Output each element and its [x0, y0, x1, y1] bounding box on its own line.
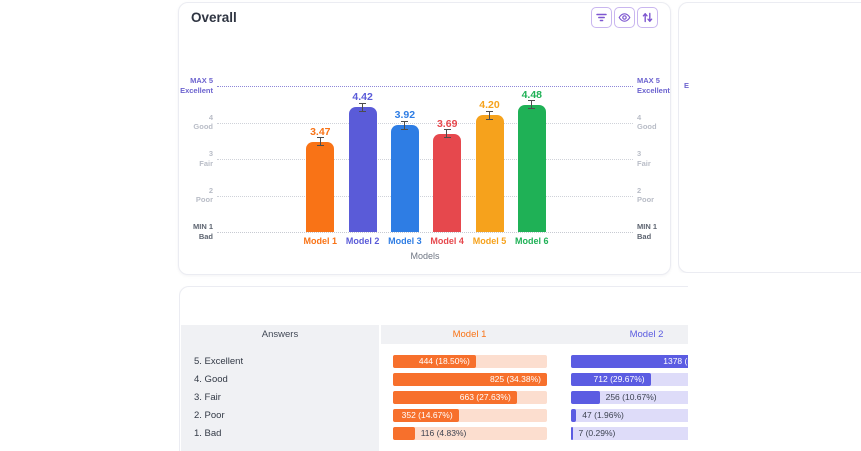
next-card-clip: E — [678, 2, 861, 273]
y-tick-left-3: 3 Fair — [199, 149, 213, 168]
dist-bar-label: 825 (34.38%) — [489, 374, 541, 384]
error-bar — [486, 110, 493, 120]
answers-table-clip: Answers Model 1 Model 2 5. Excellent 444 … — [179, 286, 688, 451]
filter-button[interactable] — [591, 7, 612, 28]
chart-bar-model-1 — [306, 141, 335, 232]
dist-bar-track — [393, 427, 547, 440]
dist-bar-fill — [393, 409, 459, 422]
y-tick-left-4: 4 Good — [193, 112, 213, 132]
dist-bar-label: 712 (29.67%) — [593, 374, 645, 384]
x-axis-category: Model 6 — [515, 236, 549, 246]
dist-bar-fill — [571, 391, 600, 404]
y-tick-right-3: 3 Fair — [637, 149, 651, 168]
chart-bar-model-4 — [433, 133, 462, 232]
bar-value-label: 3.47 — [310, 125, 331, 138]
dist-bar-track — [571, 391, 688, 404]
dist-bar-fill — [393, 427, 415, 440]
sort-icon — [641, 11, 654, 24]
dist-bar-track — [571, 427, 688, 440]
dist-bar-label: 47 (1.96%) — [582, 410, 624, 420]
y-tick-right-2: 2 Poor — [637, 185, 655, 205]
bar-value-label: 4.42 — [352, 91, 373, 104]
column-header-model-1: Model 1 — [452, 329, 487, 340]
bar-value-label: 3.69 — [436, 117, 458, 130]
filter-icon — [595, 11, 608, 24]
card-title: Overall — [191, 10, 237, 25]
row-label: 3. Fair — [194, 392, 221, 403]
chart-bar-model-5 — [475, 115, 504, 232]
chart-bar-model-6 — [517, 104, 546, 232]
y-tick-left-5: MAX 5 Excellent — [180, 76, 213, 95]
dist-bar-label: 352 (14.67%) — [401, 410, 453, 420]
dist-bar-label: 116 (4.83%) — [420, 428, 467, 438]
dist-bar-fill — [393, 355, 476, 368]
error-bar — [443, 129, 451, 139]
sort-button[interactable] — [637, 7, 658, 28]
dist-bar-track — [571, 409, 688, 422]
y-tick-right-1: MIN 1 Bad — [637, 222, 658, 241]
column-header-model-2: Model 2 — [629, 329, 664, 340]
row-label: 4. Good — [194, 374, 228, 385]
gridline-2 — [217, 195, 633, 197]
dist-bar-label: 7 (0.29%) — [578, 428, 616, 438]
x-axis-category: Model 5 — [472, 236, 507, 246]
y-tick-left-2: 2 Poor — [195, 185, 213, 205]
error-bar — [316, 137, 324, 147]
y-tick-right-5: MAX 5 Excellent — [637, 76, 670, 95]
error-bar — [528, 100, 536, 110]
row-label: 2. Poor — [194, 410, 225, 421]
answers-column-background — [181, 325, 379, 451]
dist-bar-label: 663 (27.63%) — [459, 392, 511, 402]
y-tick-left-1: MIN 1 Bad — [192, 222, 213, 241]
column-header-answers: Answers — [261, 329, 299, 340]
x-axis-category: Model 3 — [388, 236, 422, 246]
error-bar — [359, 102, 367, 112]
bar-value-label: 4.20 — [479, 99, 500, 112]
visibility-button[interactable] — [614, 7, 635, 28]
gridline-3 — [217, 159, 633, 160]
dist-bar-label: 256 (10.67%) — [605, 392, 657, 402]
gridline-4 — [217, 122, 633, 124]
dist-bar-fill — [571, 409, 577, 422]
gridline-5 — [217, 86, 633, 87]
error-bar — [401, 120, 409, 130]
answers-table-card: Answers Model 1 Model 2 5. Excellent 444 … — [179, 286, 688, 451]
dist-bar-fill — [571, 427, 573, 440]
bar-value-label: 3.92 — [394, 109, 416, 122]
partial-card: E — [678, 2, 861, 273]
bar-value-label: 4.48 — [521, 88, 543, 101]
x-axis-title: Models — [410, 251, 440, 261]
overall-card: Overall — [178, 2, 671, 275]
row-label: 1. Bad — [194, 428, 222, 439]
dist-bar-label: 1378 (57.42%) — [663, 356, 688, 366]
dist-bar-label: 444 (18.50%) — [418, 356, 470, 366]
x-axis-category: Model 4 — [430, 236, 464, 246]
chart-bar-model-3 — [390, 125, 419, 232]
x-axis-category: Model 1 — [303, 236, 338, 246]
card-toolbar — [591, 7, 658, 28]
eye-icon — [618, 11, 631, 24]
bar-chart: MAX 5 Excellent MAX 5 Excellent 4 Good 4 Good 3 F… — [179, 3, 670, 274]
dist-bar-fill — [571, 355, 688, 368]
dist-bar-fill — [393, 373, 547, 386]
x-axis-category: Model 2 — [345, 236, 380, 246]
gridline-1 — [217, 232, 633, 233]
clipped-axis-label: E — [684, 81, 690, 90]
y-tick-right-4: 4 Good — [637, 112, 657, 132]
row-label: 5. Excellent — [194, 356, 244, 367]
models-header-background — [381, 325, 688, 344]
dist-bar-fill — [571, 373, 651, 386]
dist-bar-fill — [393, 391, 517, 404]
chart-bar-model-2 — [348, 107, 377, 232]
